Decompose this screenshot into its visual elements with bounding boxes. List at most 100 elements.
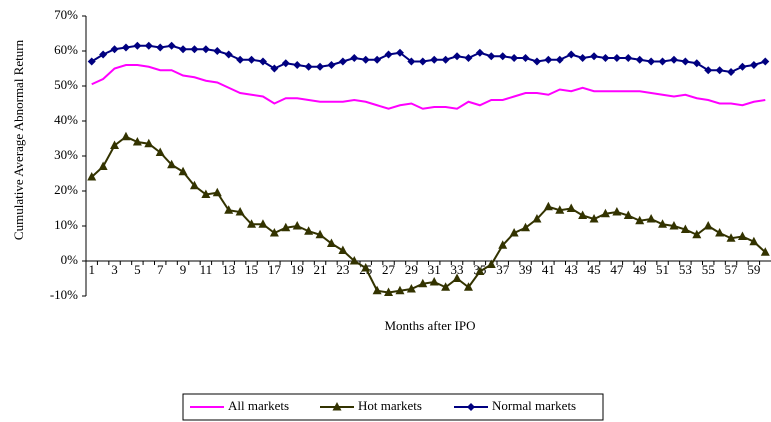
- point-marker: [236, 55, 245, 64]
- point-marker: [680, 224, 690, 233]
- point-marker: [270, 64, 279, 73]
- point-marker: [429, 277, 439, 286]
- point-marker: [315, 229, 325, 239]
- point-marker: [715, 228, 725, 237]
- point-marker: [292, 221, 302, 230]
- x-tick-label: 23: [336, 262, 349, 277]
- y-tick-label: 0%: [61, 252, 79, 267]
- point-marker: [395, 48, 404, 57]
- point-marker: [418, 278, 428, 288]
- x-tick-label: 19: [291, 262, 304, 277]
- point-marker: [521, 222, 531, 232]
- y-tick-label: 50%: [54, 77, 78, 92]
- point-marker: [224, 50, 233, 59]
- point-marker: [132, 137, 142, 146]
- point-marker: [349, 256, 359, 265]
- point-marker: [600, 208, 610, 218]
- point-marker: [361, 263, 371, 272]
- x-tick-label: 21: [314, 262, 327, 277]
- point-marker: [760, 247, 770, 256]
- point-marker: [224, 205, 234, 214]
- point-marker: [532, 214, 542, 223]
- point-marker: [293, 61, 302, 69]
- point-marker: [395, 285, 405, 295]
- x-tick-label: 3: [111, 262, 118, 277]
- point-marker: [99, 50, 108, 59]
- point-marker: [681, 57, 690, 66]
- point-marker: [281, 59, 290, 68]
- point-marker: [373, 55, 382, 64]
- point-marker: [624, 54, 633, 62]
- y-tick-label: -10%: [50, 287, 78, 302]
- point-marker: [407, 57, 416, 66]
- point-marker: [110, 45, 119, 54]
- point-marker: [316, 62, 325, 71]
- point-marker: [212, 187, 222, 197]
- legend-box: [182, 393, 604, 421]
- series-line: [91, 64, 766, 110]
- point-marker: [133, 41, 142, 50]
- x-tick-label: 9: [180, 262, 187, 277]
- point-marker: [475, 266, 485, 275]
- point-marker: [555, 55, 564, 64]
- point-marker: [543, 201, 553, 211]
- point-marker: [372, 285, 382, 295]
- point-marker: [486, 259, 496, 268]
- legend-label: Normal markets: [492, 398, 576, 413]
- point-marker: [258, 57, 267, 66]
- point-marker: [361, 55, 370, 64]
- x-tick-label: 41: [542, 262, 555, 277]
- x-tick-label: 49: [633, 262, 646, 277]
- point-marker: [761, 57, 770, 66]
- x-tick-label: 13: [222, 262, 235, 277]
- x-tick-label: 55: [702, 262, 715, 277]
- point-marker: [453, 52, 462, 61]
- point-marker: [464, 54, 473, 62]
- point-marker: [498, 52, 507, 61]
- x-tick-label: 57: [725, 262, 739, 277]
- point-marker: [544, 55, 553, 64]
- x-tick-label: 29: [405, 262, 418, 277]
- x-tick-label: 17: [268, 262, 282, 277]
- point-marker: [612, 207, 622, 216]
- point-marker: [749, 61, 758, 69]
- x-tick-label: 11: [200, 262, 213, 277]
- x-tick-label: 51: [656, 262, 669, 277]
- point-marker: [635, 215, 645, 225]
- point-marker: [326, 238, 336, 247]
- point-marker: [156, 43, 165, 52]
- x-tick-label: 47: [610, 262, 624, 277]
- y-tick-label: 40%: [54, 112, 78, 127]
- point-marker: [269, 228, 279, 237]
- point-marker: [601, 54, 610, 62]
- point-marker: [749, 236, 759, 246]
- x-tick-label: 59: [747, 262, 760, 277]
- point-marker: [167, 41, 176, 50]
- point-marker: [235, 207, 245, 216]
- point-marker: [418, 57, 427, 66]
- point-marker: [121, 43, 130, 52]
- point-marker: [567, 50, 576, 59]
- point-marker: [247, 219, 257, 228]
- point-marker: [179, 45, 188, 54]
- point-marker: [201, 189, 211, 198]
- point-marker: [692, 229, 702, 239]
- point-marker: [441, 282, 451, 291]
- point-marker: [87, 172, 97, 181]
- point-marker: [463, 282, 473, 291]
- x-tick-label: 39: [519, 262, 532, 277]
- point-marker: [715, 66, 724, 75]
- point-marker: [658, 57, 667, 66]
- point-marker: [658, 219, 668, 228]
- point-marker: [110, 140, 120, 149]
- point-marker: [327, 61, 336, 69]
- y-axis-title: Cumulative Average Abnormal Return: [11, 39, 26, 240]
- point-marker: [692, 59, 701, 68]
- x-tick-label: 31: [428, 262, 441, 277]
- point-marker: [144, 138, 154, 148]
- x-tick-label: 5: [134, 262, 141, 277]
- point-marker: [281, 222, 291, 232]
- point-marker: [578, 54, 587, 62]
- legend-marker: [332, 402, 342, 411]
- point-marker: [167, 159, 177, 169]
